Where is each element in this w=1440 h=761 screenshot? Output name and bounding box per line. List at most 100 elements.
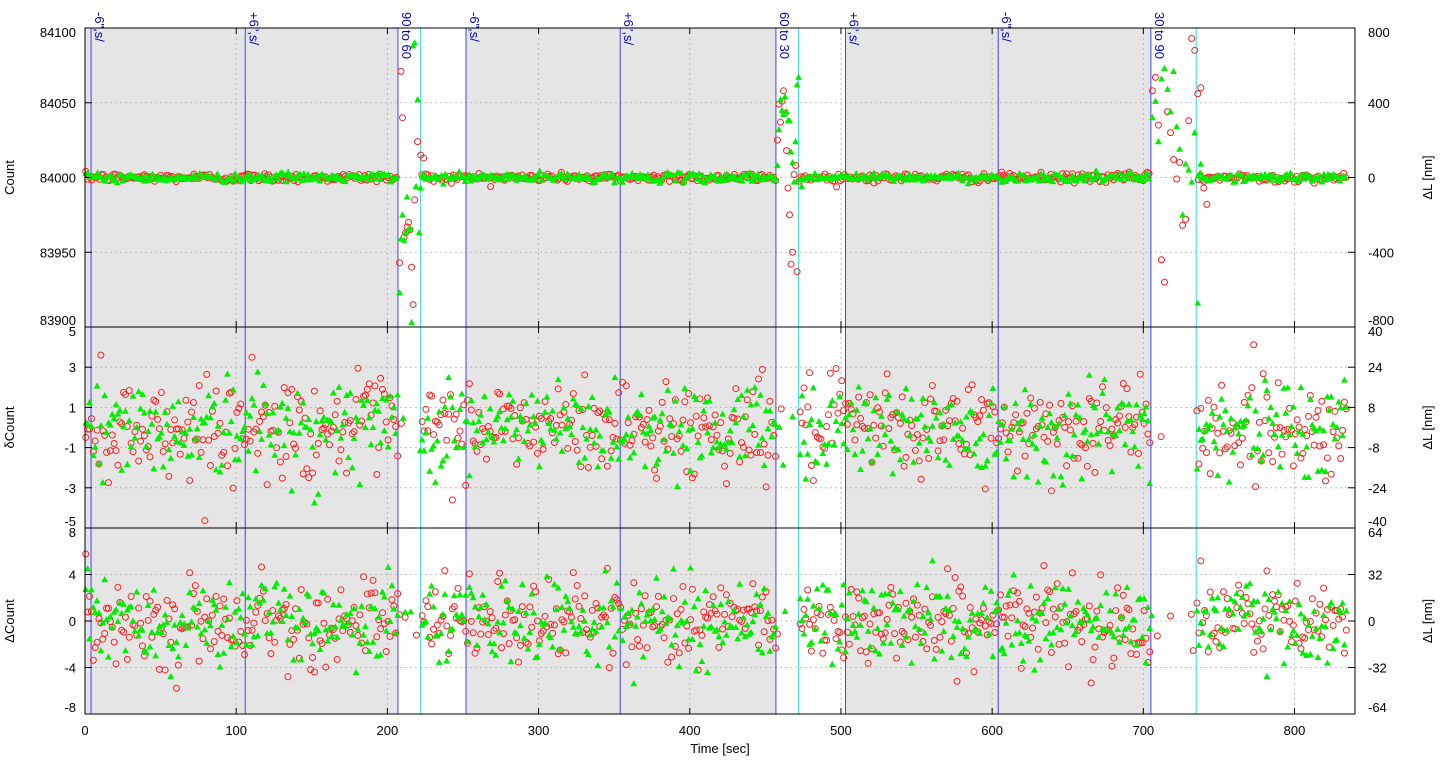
data-point-circle — [488, 614, 496, 622]
data-point-triangle — [917, 639, 925, 647]
data-point-triangle — [167, 672, 175, 680]
data-point-triangle — [726, 427, 734, 434]
data-point-circle — [93, 638, 101, 646]
data-point-circle — [1017, 664, 1025, 672]
data-point-triangle — [823, 460, 830, 467]
data-point-circle — [146, 453, 154, 461]
data-point-triangle — [469, 594, 477, 601]
data-point-triangle — [1238, 593, 1246, 600]
data-point-triangle — [746, 169, 754, 176]
data-point-triangle — [437, 629, 445, 637]
data-point-triangle — [743, 386, 751, 393]
data-point-triangle — [1095, 633, 1103, 640]
data-point-circle — [1167, 129, 1175, 137]
data-point-circle — [1179, 221, 1187, 229]
data-point-triangle — [99, 619, 107, 626]
data-point-triangle — [1125, 623, 1133, 630]
data-point-circle — [862, 648, 870, 656]
data-point-triangle — [1212, 444, 1220, 451]
data-point-circle — [630, 579, 638, 587]
data-point-triangle — [1031, 666, 1038, 673]
data-point-triangle — [832, 417, 840, 424]
data-point-circle — [704, 614, 712, 622]
data-point-triangle — [1097, 601, 1105, 609]
data-point-triangle — [566, 604, 573, 611]
data-point-triangle — [1278, 599, 1286, 606]
data-point-triangle — [993, 448, 1001, 455]
data-point-triangle — [377, 175, 384, 183]
data-point-circle — [1127, 448, 1135, 456]
data-point-triangle — [1091, 404, 1099, 411]
data-point-triangle — [146, 643, 154, 650]
data-point-triangle — [333, 426, 341, 433]
data-point-triangle — [1078, 618, 1086, 625]
data-point-circle — [1144, 430, 1152, 438]
data-point-triangle — [619, 438, 626, 445]
data-point-triangle — [870, 169, 878, 176]
data-point-triangle — [224, 370, 231, 377]
data-point-triangle — [1193, 607, 1201, 614]
data-point-circle — [753, 448, 761, 456]
data-point-circle — [498, 644, 506, 652]
data-point-circle — [137, 437, 145, 445]
data-point-triangle — [670, 449, 677, 456]
data-point-circle — [1261, 605, 1269, 613]
data-point-circle — [1248, 384, 1256, 392]
data-point-triangle — [116, 406, 124, 413]
data-point-triangle — [913, 580, 921, 588]
data-point-triangle — [458, 390, 466, 397]
data-point-circle — [1269, 458, 1277, 466]
data-point-circle — [388, 596, 396, 604]
data-point-triangle — [866, 643, 874, 650]
data-point-triangle — [577, 628, 585, 635]
y-tick-label-left: 83900 — [40, 313, 76, 328]
data-point-triangle — [231, 608, 239, 615]
data-point-triangle — [919, 394, 927, 402]
y-tick-label-right: 24 — [1368, 360, 1382, 375]
data-point-circle — [847, 405, 855, 413]
data-point-triangle — [369, 638, 377, 645]
data-point-circle — [1002, 602, 1010, 610]
data-point-triangle — [475, 417, 483, 424]
data-point-triangle — [893, 408, 900, 415]
data-point-circle — [429, 625, 437, 633]
data-point-triangle — [709, 444, 717, 451]
data-point-circle — [605, 416, 613, 424]
data-point-circle — [936, 437, 944, 445]
data-point-triangle — [114, 617, 122, 625]
data-point-circle — [1297, 645, 1305, 653]
data-point-circle — [991, 629, 999, 637]
data-point-triangle — [500, 619, 507, 626]
data-point-triangle — [847, 399, 855, 406]
data-point-circle — [1308, 595, 1316, 603]
data-point-triangle — [345, 619, 352, 626]
data-point-circle — [354, 631, 362, 639]
data-point-triangle — [1006, 436, 1014, 444]
data-point-circle — [360, 392, 368, 400]
data-point-triangle — [513, 630, 521, 637]
data-point-triangle — [1285, 173, 1293, 180]
data-point-triangle — [333, 633, 341, 640]
data-point-triangle — [843, 614, 851, 622]
data-point-circle — [242, 616, 250, 624]
data-point-circle — [116, 418, 124, 426]
data-point-triangle — [1316, 634, 1324, 642]
data-point-circle — [450, 415, 458, 423]
data-point-triangle — [86, 398, 93, 405]
data-point-triangle — [1208, 594, 1216, 601]
data-point-triangle — [440, 180, 447, 187]
data-point-triangle — [157, 628, 165, 635]
data-point-triangle — [401, 608, 409, 615]
data-point-circle — [981, 485, 989, 493]
data-point-circle — [581, 592, 589, 600]
data-point-circle — [258, 408, 266, 416]
data-point-triangle — [955, 617, 963, 625]
data-point-triangle — [235, 605, 243, 612]
data-point-circle — [679, 416, 687, 424]
data-point-circle — [1140, 607, 1148, 615]
data-point-triangle — [473, 641, 481, 648]
data-point-triangle — [309, 640, 316, 647]
data-point-circle — [866, 391, 874, 399]
data-point-triangle — [561, 175, 569, 182]
data-point-triangle — [985, 411, 993, 419]
